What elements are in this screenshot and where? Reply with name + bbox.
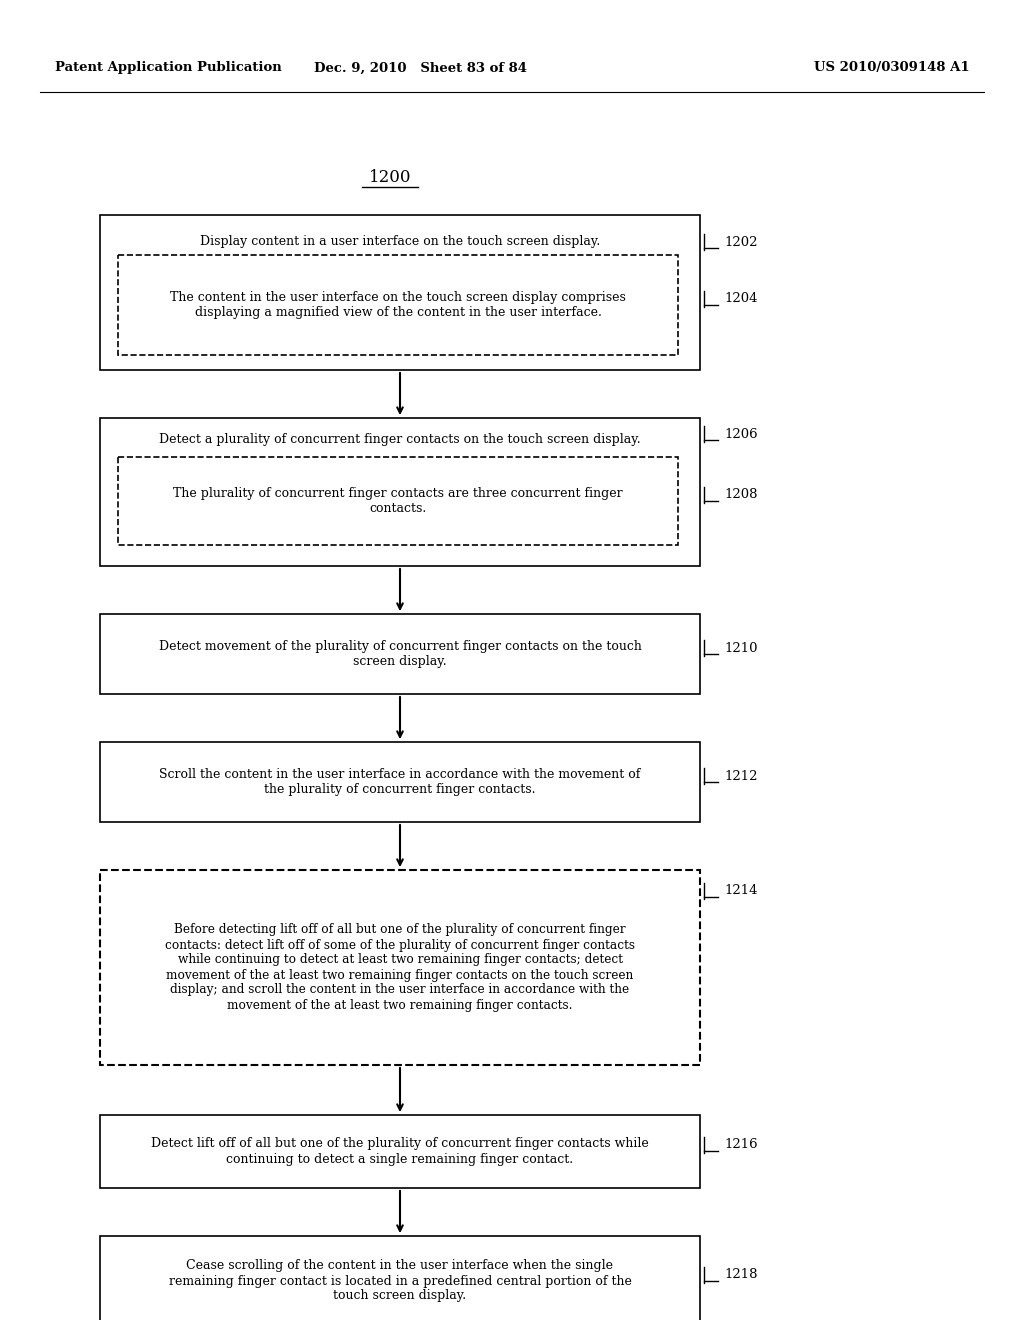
Text: Detect a plurality of concurrent finger contacts on the touch screen display.: Detect a plurality of concurrent finger …: [159, 433, 641, 446]
Text: The content in the user interface on the touch screen display comprises
displayi: The content in the user interface on the…: [170, 290, 626, 319]
Text: 1204: 1204: [724, 293, 758, 305]
Bar: [100, 215, 700, 370]
Text: 1210: 1210: [724, 642, 758, 655]
Text: Detect movement of the plurality of concurrent finger contacts on the touch
scre: Detect movement of the plurality of conc…: [159, 640, 641, 668]
Text: 1202: 1202: [724, 235, 758, 248]
Bar: [100, 418, 700, 566]
Bar: [100, 1115, 700, 1188]
Text: 1214: 1214: [724, 884, 758, 898]
Text: US 2010/0309148 A1: US 2010/0309148 A1: [814, 62, 970, 74]
Text: Before detecting lift off of all but one of the plurality of concurrent finger
c: Before detecting lift off of all but one…: [165, 924, 635, 1011]
Text: 1208: 1208: [724, 488, 758, 502]
Text: Detect lift off of all but one of the plurality of concurrent finger contacts wh: Detect lift off of all but one of the pl…: [152, 1138, 649, 1166]
Text: Dec. 9, 2010   Sheet 83 of 84: Dec. 9, 2010 Sheet 83 of 84: [313, 62, 526, 74]
Text: Scroll the content in the user interface in accordance with the movement of
the : Scroll the content in the user interface…: [160, 768, 641, 796]
Bar: [100, 870, 700, 1065]
Text: Cease scrolling of the content in the user interface when the single
remaining f: Cease scrolling of the content in the us…: [169, 1259, 632, 1303]
Bar: [100, 614, 700, 694]
Text: 1200: 1200: [369, 169, 412, 186]
Text: 1212: 1212: [724, 770, 758, 783]
Text: Display content in a user interface on the touch screen display.: Display content in a user interface on t…: [200, 235, 600, 248]
Text: 1206: 1206: [724, 428, 758, 441]
Text: The plurality of concurrent finger contacts are three concurrent finger
contacts: The plurality of concurrent finger conta…: [173, 487, 623, 515]
Bar: [100, 742, 700, 822]
Bar: [118, 255, 678, 355]
Text: Patent Application Publication: Patent Application Publication: [55, 62, 282, 74]
Text: 1218: 1218: [724, 1269, 758, 1282]
Bar: [100, 1236, 700, 1320]
Bar: [118, 457, 678, 545]
Text: 1216: 1216: [724, 1138, 758, 1151]
